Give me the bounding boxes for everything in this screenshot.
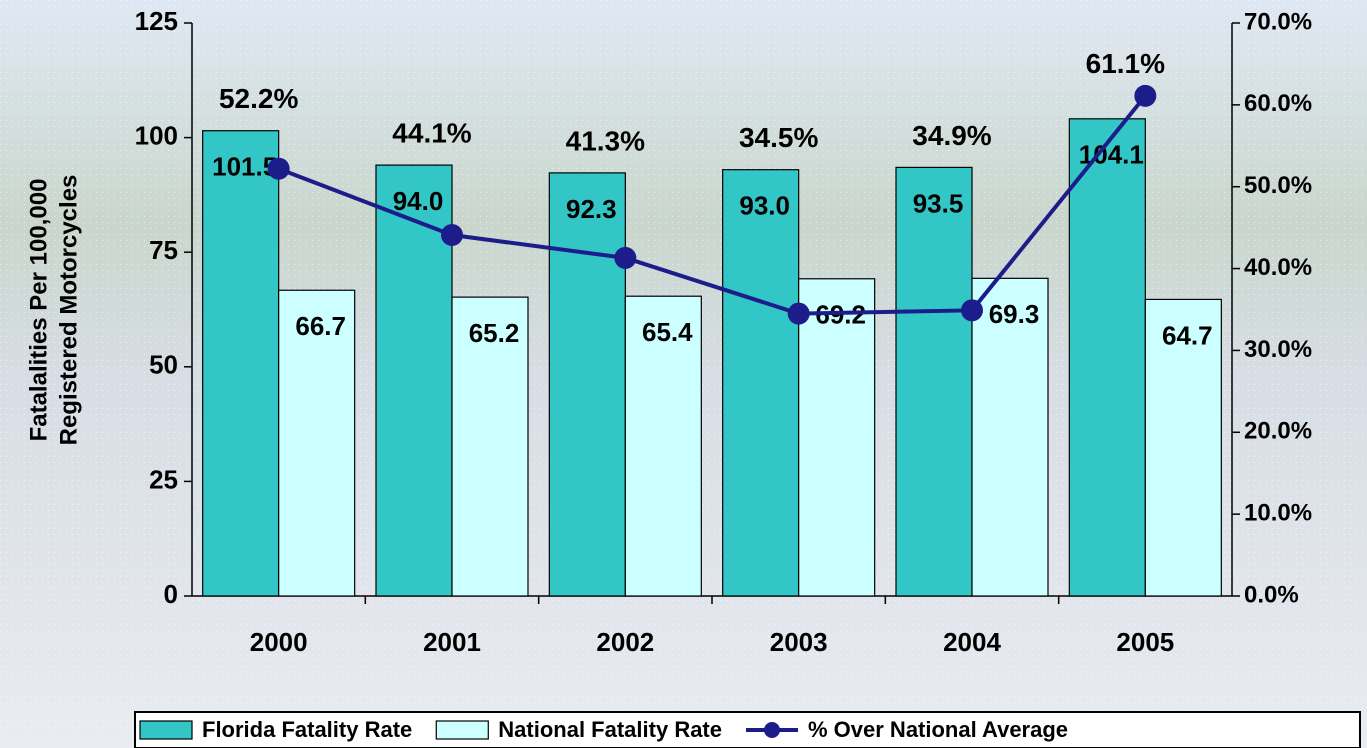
x-tick-label: 2003 (770, 627, 828, 657)
x-tick-label: 2002 (596, 627, 654, 657)
y2-tick-label: 0.0% (1244, 581, 1299, 608)
bar (548, 172, 626, 597)
line-marker (961, 299, 983, 322)
legend-swatch (435, 720, 489, 740)
x-tick-label: 2004 (943, 627, 1001, 657)
legend-swatch (764, 722, 780, 738)
data-label: 101.5 (212, 152, 277, 182)
y-tick-label: 75 (149, 235, 178, 265)
y2-tick-label: 30.0% (1244, 336, 1312, 363)
data-label: 41.3% (566, 125, 645, 156)
legend-swatch (139, 720, 193, 740)
bar (202, 130, 280, 597)
data-label: 69.3 (989, 299, 1040, 329)
bar (1144, 298, 1222, 597)
legend-label: % Over National Average (808, 717, 1068, 742)
x-tick-label: 2000 (250, 627, 308, 657)
line-marker (787, 302, 810, 325)
data-label: 34.5% (739, 122, 818, 153)
y2-tick-label: 50.0% (1244, 172, 1312, 199)
y-tick-label: 25 (149, 464, 178, 494)
x-tick-label: 2001 (423, 627, 481, 657)
y2-tick-label: 70.0% (1244, 8, 1312, 35)
data-label: 52.2% (219, 83, 298, 114)
legend-label: Florida Fatality Rate (202, 717, 412, 742)
y-tick-label: 50 (149, 350, 178, 380)
y-tick-label: 125 (135, 6, 178, 36)
data-label: 94.0 (393, 186, 444, 216)
data-label: 61.1% (1086, 48, 1165, 79)
bar (278, 289, 356, 597)
y-tick-label: 0 (164, 579, 178, 609)
legend-label: National Fatality Rate (498, 717, 722, 742)
line-marker (441, 224, 463, 247)
line-marker (1134, 84, 1157, 107)
line-marker (267, 157, 290, 180)
data-label: 44.1% (392, 117, 471, 148)
bar (1068, 118, 1146, 597)
y-axis-title: Registered Motorcycles (55, 175, 82, 446)
legend (134, 711, 1361, 748)
data-label: 65.4 (642, 317, 693, 347)
bar (624, 295, 702, 597)
line-marker (614, 246, 637, 269)
bar (895, 166, 973, 597)
x-tick-label: 2005 (1116, 627, 1174, 657)
y2-tick-label: 60.0% (1244, 90, 1312, 117)
bar (971, 277, 1049, 597)
y-tick-label: 100 (135, 120, 178, 150)
bar (375, 164, 453, 597)
data-label: 93.0 (739, 191, 790, 221)
y2-tick-label: 20.0% (1244, 418, 1312, 445)
data-label: 92.3 (566, 194, 617, 224)
data-label: 65.2 (469, 318, 520, 348)
y2-tick-label: 10.0% (1244, 499, 1312, 526)
data-label: 93.5 (913, 188, 964, 218)
line (277, 94, 1147, 316)
data-label: 34.9% (912, 120, 991, 151)
data-label: 64.7 (1162, 320, 1213, 350)
bar (798, 278, 876, 597)
bar (722, 169, 800, 597)
y2-tick-label: 40.0% (1244, 254, 1312, 281)
data-label: 66.7 (295, 311, 346, 341)
y-axis-title: Fatalalities Per 100,000 (25, 179, 52, 442)
bar (451, 296, 529, 597)
